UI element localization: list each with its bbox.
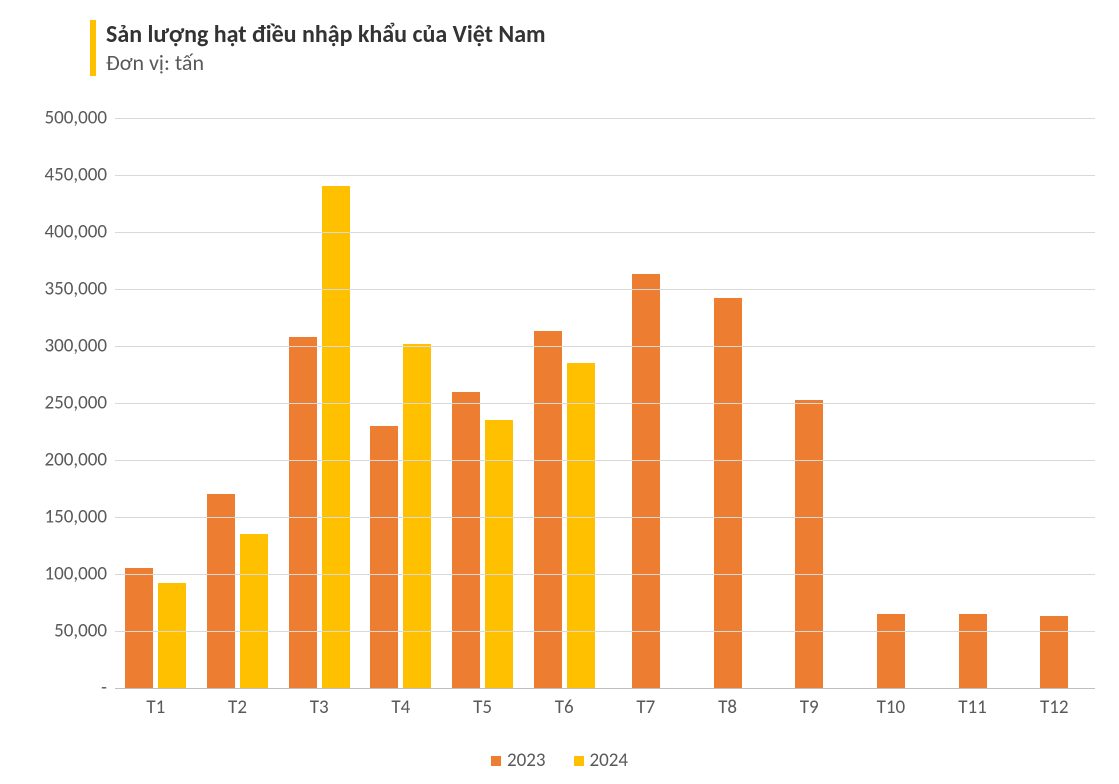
bar	[370, 426, 398, 688]
xtick-label: T1	[146, 696, 165, 719]
gridline	[115, 574, 1095, 575]
legend-swatch	[574, 756, 584, 766]
xtick-label: T5	[473, 696, 492, 719]
xtick-label: T7	[636, 696, 655, 719]
bar	[567, 363, 595, 688]
legend: 2023 2024	[0, 749, 1119, 772]
bar	[125, 568, 153, 688]
legend-item: 2024	[574, 749, 629, 772]
xtick-label: T9	[800, 696, 819, 719]
gridline	[115, 631, 1095, 632]
gridline	[115, 460, 1095, 461]
bar	[452, 392, 480, 688]
ytick-label: 100,000	[44, 563, 107, 586]
xtick-label: T6	[555, 696, 574, 719]
bar	[795, 400, 823, 688]
xtick-label: T8	[718, 696, 737, 719]
xtick-label: T4	[391, 696, 410, 719]
bar	[877, 614, 905, 688]
bar	[1040, 616, 1068, 688]
gridline	[115, 232, 1095, 233]
bar	[158, 583, 186, 688]
title-accent-bar	[90, 20, 96, 76]
ytick-label: 350,000	[44, 278, 107, 301]
ytick-label: 200,000	[44, 449, 107, 472]
legend-label: 2024	[590, 749, 629, 772]
ytick-label: 400,000	[44, 221, 107, 244]
xtick-label: T2	[228, 696, 247, 719]
chart-subtitle: Đơn vị: tấn	[106, 49, 546, 76]
legend-item: 2023	[491, 749, 546, 772]
bar	[534, 331, 562, 688]
legend-label: 2023	[507, 749, 546, 772]
ytick-label: 150,000	[44, 506, 107, 529]
x-axis-line	[115, 688, 1095, 689]
gridline	[115, 289, 1095, 290]
bar	[322, 186, 350, 688]
bar	[714, 298, 742, 688]
xtick-label: T10	[877, 696, 906, 719]
legend-swatch	[491, 756, 501, 766]
gridline	[115, 118, 1095, 119]
chart-title: Sản lượng hạt điều nhập khẩu của Việt Na…	[106, 20, 546, 49]
gridline	[115, 403, 1095, 404]
ytick-label: -	[101, 677, 107, 700]
ytick-label: 500,000	[44, 107, 107, 130]
ytick-label: 450,000	[44, 164, 107, 187]
ytick-label: 250,000	[44, 392, 107, 415]
title-block: Sản lượng hạt điều nhập khẩu của Việt Na…	[90, 20, 546, 76]
bar	[289, 337, 317, 688]
ytick-label: 300,000	[44, 335, 107, 358]
plot-area: T1T2T3T4T5T6T7T8T9T10T11T12 -50,000100,0…	[115, 118, 1095, 688]
bar	[207, 494, 235, 688]
bar	[240, 534, 268, 688]
xtick-label: T12	[1040, 696, 1069, 719]
chart-container: Sản lượng hạt điều nhập khẩu của Việt Na…	[0, 0, 1119, 784]
title-text-wrap: Sản lượng hạt điều nhập khẩu của Việt Na…	[106, 20, 546, 76]
bar	[403, 344, 431, 688]
bar	[959, 614, 987, 688]
xtick-label: T3	[310, 696, 329, 719]
gridline	[115, 517, 1095, 518]
xtick-label: T11	[958, 696, 987, 719]
bar	[632, 274, 660, 688]
ytick-label: 50,000	[54, 620, 107, 643]
gridline	[115, 175, 1095, 176]
gridline	[115, 346, 1095, 347]
